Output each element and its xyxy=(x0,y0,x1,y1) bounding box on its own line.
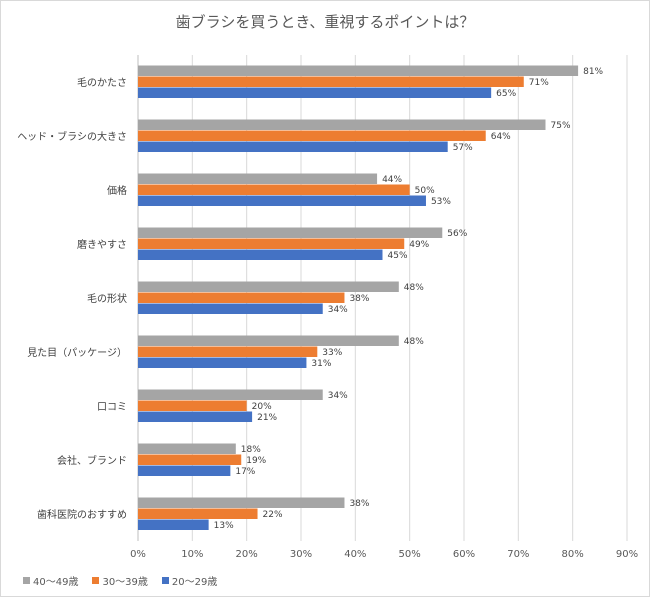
data-label: 53% xyxy=(431,197,451,207)
chart-title: 歯ブラシを買うとき、重視するポイントは？ xyxy=(175,13,475,31)
legend-item: 30〜39歳 xyxy=(92,573,148,588)
chart-legend: 40〜49歳 30〜39歳 20〜29歳 xyxy=(23,573,217,588)
category-label: 口コミ xyxy=(97,402,127,413)
bar xyxy=(138,173,378,184)
data-label: 48% xyxy=(404,283,424,293)
bar xyxy=(138,508,258,519)
bar xyxy=(138,443,236,454)
legend-item: 40〜49歳 xyxy=(23,573,78,588)
data-label: 49% xyxy=(409,240,429,250)
bar xyxy=(138,87,492,98)
bar xyxy=(138,519,209,530)
legend-item: 20〜29歳 xyxy=(161,573,218,588)
legend-label: 40〜49歳 xyxy=(33,577,79,588)
data-label: 31% xyxy=(311,359,331,369)
data-label: 19% xyxy=(246,456,266,466)
x-tick-label: 60% xyxy=(453,549,475,560)
bar xyxy=(138,454,242,465)
data-label: 34% xyxy=(328,391,348,401)
bar xyxy=(138,281,399,292)
data-label: 81% xyxy=(583,67,603,77)
data-label: 21% xyxy=(257,413,277,423)
data-label: 18% xyxy=(241,445,261,455)
data-label: 13% xyxy=(214,521,234,531)
bar xyxy=(138,303,323,314)
bar xyxy=(138,65,579,76)
data-label: 64% xyxy=(491,132,511,142)
category-label: 毛のかたさ xyxy=(77,77,127,89)
bar xyxy=(138,292,345,303)
bar xyxy=(138,346,318,357)
data-label: 17% xyxy=(235,467,255,477)
data-label: 34% xyxy=(328,305,348,315)
bar xyxy=(138,195,426,206)
data-label: 38% xyxy=(349,499,369,509)
data-label: 57% xyxy=(453,143,473,153)
data-label: 56% xyxy=(447,229,467,239)
data-label: 44% xyxy=(382,175,402,185)
data-label: 22% xyxy=(263,510,283,520)
legend-label: 30〜39歳 xyxy=(102,577,148,588)
category-label: 歯科医院のおすすめ xyxy=(37,508,127,521)
x-tick-label: 70% xyxy=(507,549,529,560)
x-tick-label: 0% xyxy=(130,549,146,560)
bar xyxy=(138,411,253,422)
bar xyxy=(138,130,486,141)
x-tick-label: 50% xyxy=(399,549,421,560)
category-label: ヘッド・ブラシの大きさ xyxy=(17,130,127,143)
bar xyxy=(138,76,524,87)
legend-label: 20〜29歳 xyxy=(171,577,218,588)
legend-swatch xyxy=(92,577,100,584)
category-label: 価格 xyxy=(107,184,127,197)
bar xyxy=(138,238,405,249)
x-tick-label: 10% xyxy=(181,549,203,560)
bar xyxy=(138,335,399,346)
bar xyxy=(138,184,410,195)
data-label: 48% xyxy=(404,337,424,347)
x-tick-label: 90% xyxy=(616,549,638,560)
legend-swatch xyxy=(23,577,30,584)
x-tick-label: 30% xyxy=(290,549,312,560)
bar xyxy=(138,249,383,260)
data-label: 50% xyxy=(415,186,435,196)
x-tick-label: 40% xyxy=(344,549,366,560)
bar xyxy=(138,227,443,238)
data-label: 38% xyxy=(349,294,369,304)
x-tick-label: 80% xyxy=(562,549,584,560)
data-label: 20% xyxy=(252,402,272,412)
data-label: 71% xyxy=(529,78,549,88)
x-tick-label: 20% xyxy=(236,549,258,560)
category-label: 会社、ブランド xyxy=(57,454,127,467)
bar xyxy=(138,357,307,368)
bar xyxy=(138,141,448,152)
bar xyxy=(138,400,247,411)
bar xyxy=(138,497,345,508)
legend-swatch xyxy=(161,577,169,584)
data-label: 45% xyxy=(388,251,408,261)
data-label: 33% xyxy=(322,348,342,358)
bar xyxy=(138,119,546,130)
data-label: 75% xyxy=(551,121,571,131)
category-label: 磨きやすさ xyxy=(77,239,127,251)
bar xyxy=(138,389,323,400)
category-label: 毛の形状 xyxy=(87,292,127,305)
data-label: 65% xyxy=(496,89,516,99)
category-label: 見た目（パッケージ） xyxy=(27,347,127,359)
bar xyxy=(138,465,231,476)
